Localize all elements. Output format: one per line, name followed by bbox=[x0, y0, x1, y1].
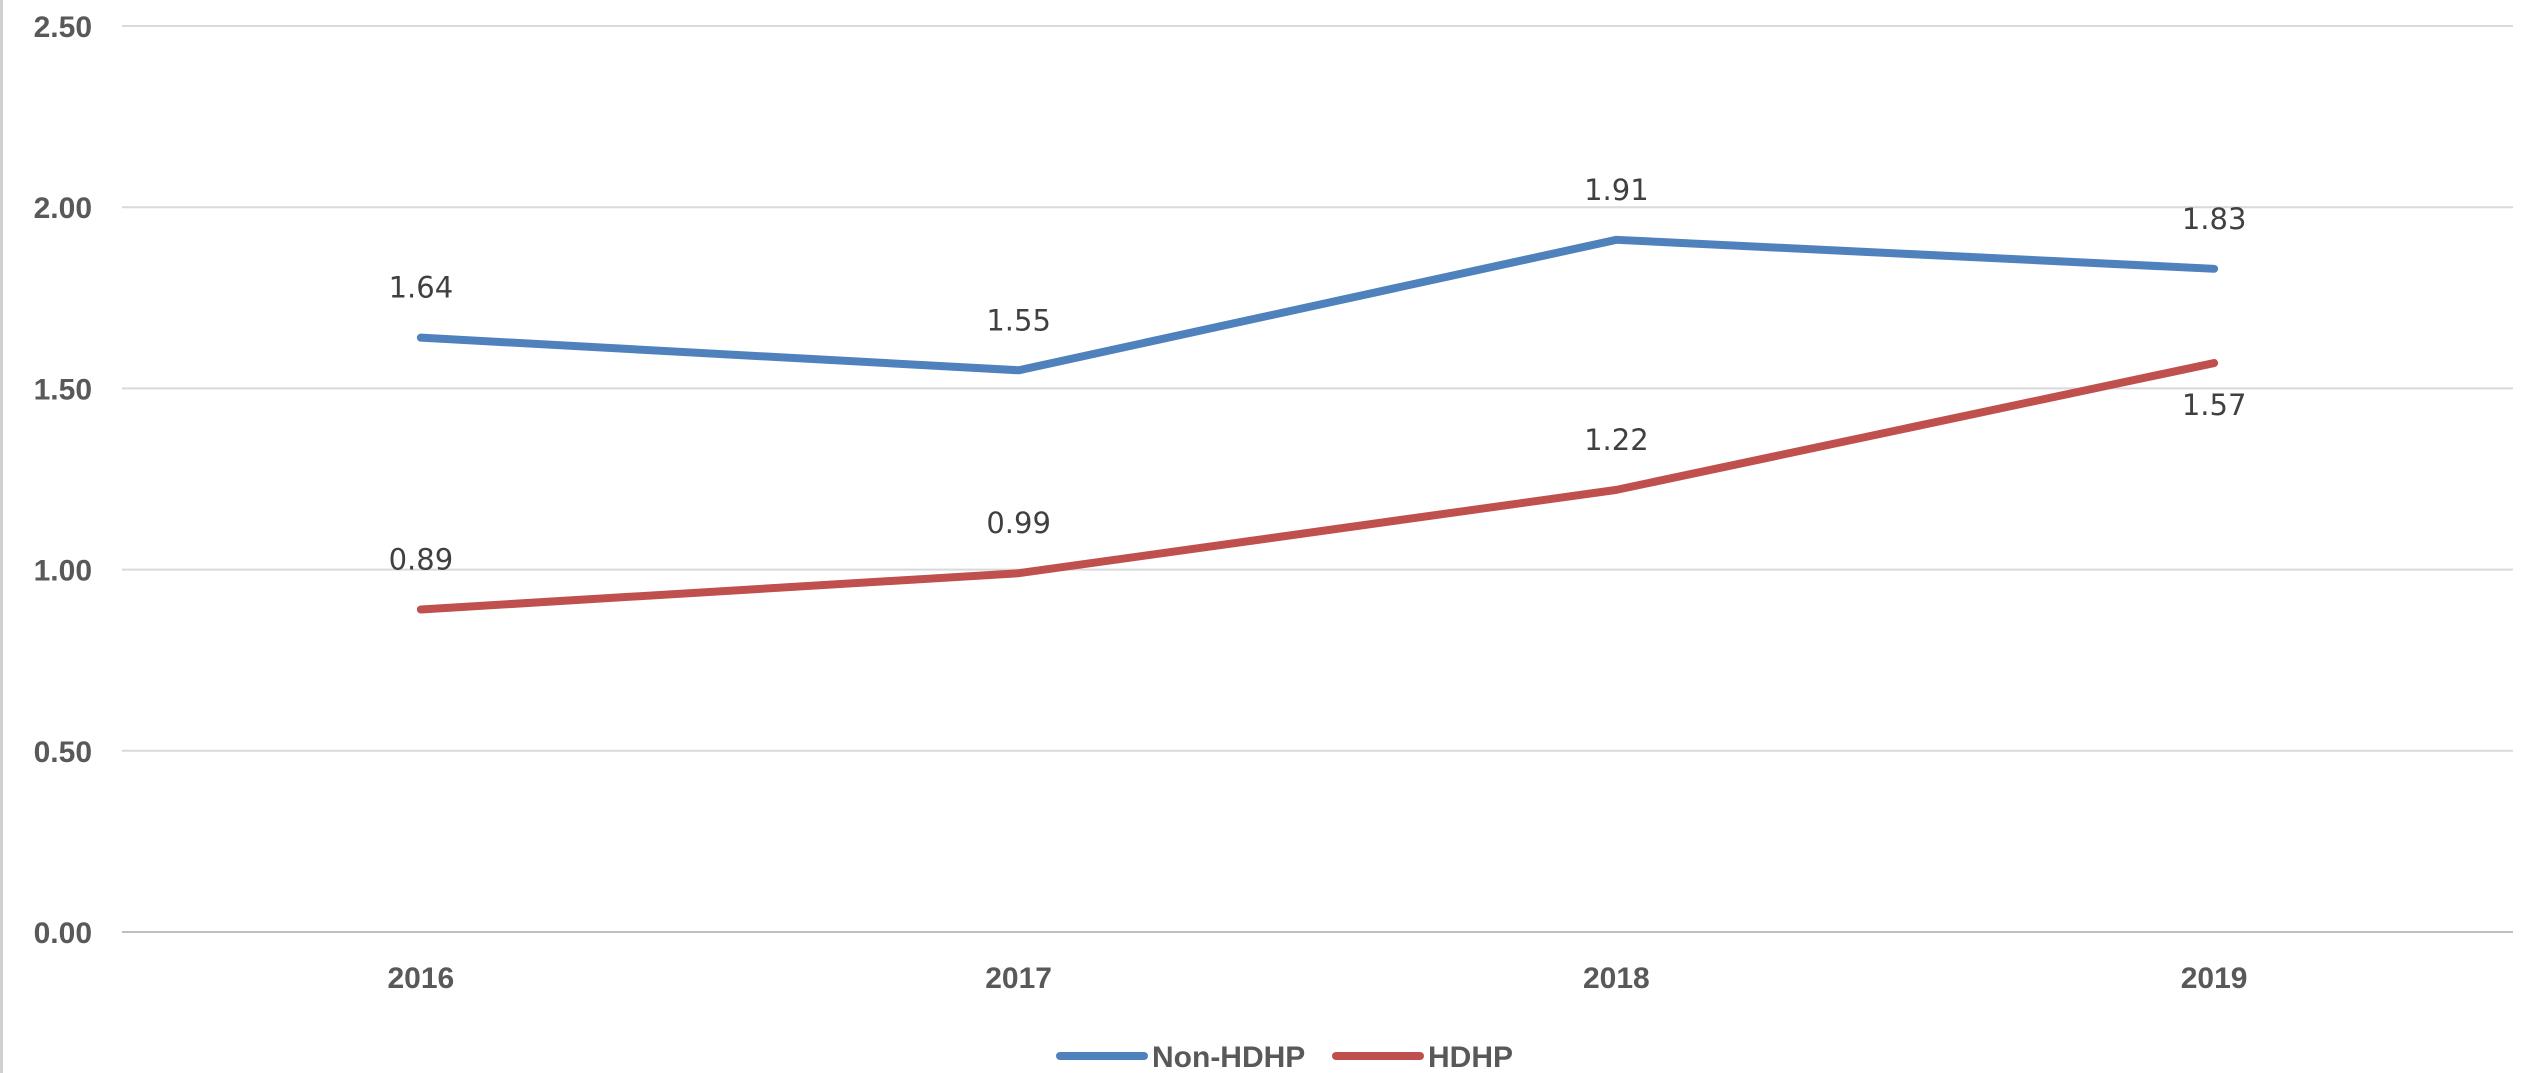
y-tick-label: 2.50 bbox=[34, 11, 92, 44]
y-tick-label: 0.50 bbox=[34, 736, 92, 769]
y-tick-label: 1.50 bbox=[34, 373, 92, 406]
y-tick-label: 2.00 bbox=[34, 192, 92, 225]
x-tick-label: 2019 bbox=[2181, 962, 2248, 995]
y-tick-label: 0.00 bbox=[34, 917, 92, 950]
data-label: 1.57 bbox=[2182, 388, 2247, 422]
y-axis: 0.00 0.50 1.00 1.50 2.00 2.50 bbox=[34, 11, 92, 950]
x-tick-label: 2017 bbox=[985, 962, 1052, 995]
x-axis: 2016 2017 2018 2019 bbox=[388, 962, 2248, 995]
data-label: 0.99 bbox=[986, 506, 1051, 540]
data-label: 1.22 bbox=[1584, 423, 1649, 457]
data-labels: 1.64 1.55 1.91 1.83 0.89 0.99 1.22 1.57 bbox=[389, 173, 2247, 577]
data-label: 0.89 bbox=[389, 542, 454, 576]
legend-label: Non-HDHP bbox=[1152, 1041, 1305, 1073]
gridlines bbox=[122, 25, 2513, 933]
x-tick-label: 2018 bbox=[1583, 962, 1650, 995]
data-label: 1.55 bbox=[986, 303, 1051, 337]
data-label: 1.83 bbox=[2182, 202, 2247, 236]
y-tick-label: 1.00 bbox=[34, 555, 92, 588]
x-tick-label: 2016 bbox=[388, 962, 455, 995]
data-label: 1.91 bbox=[1584, 173, 1649, 207]
data-label: 1.64 bbox=[389, 271, 454, 305]
series-line-non-hdhp bbox=[416, 235, 2219, 375]
legend: Non-HDHP HDHP bbox=[1056, 1041, 1513, 1073]
legend-label: HDHP bbox=[1428, 1041, 1513, 1073]
series-line-hdhp bbox=[416, 359, 2219, 614]
series-lines bbox=[416, 235, 2219, 614]
